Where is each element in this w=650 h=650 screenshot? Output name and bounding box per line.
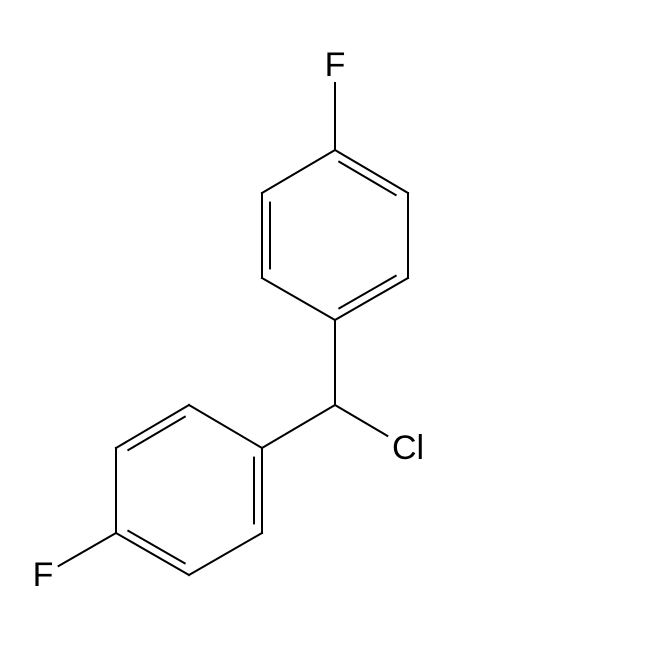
f-atom-label: F: [33, 556, 54, 594]
chemical-structure-diagram: F F Cl: [0, 0, 650, 650]
cl-atom-label: Cl: [392, 429, 424, 467]
f-atom-label: F: [325, 46, 346, 84]
atom-labels-group: F F Cl: [33, 46, 424, 594]
bonds-group: [59, 83, 408, 575]
